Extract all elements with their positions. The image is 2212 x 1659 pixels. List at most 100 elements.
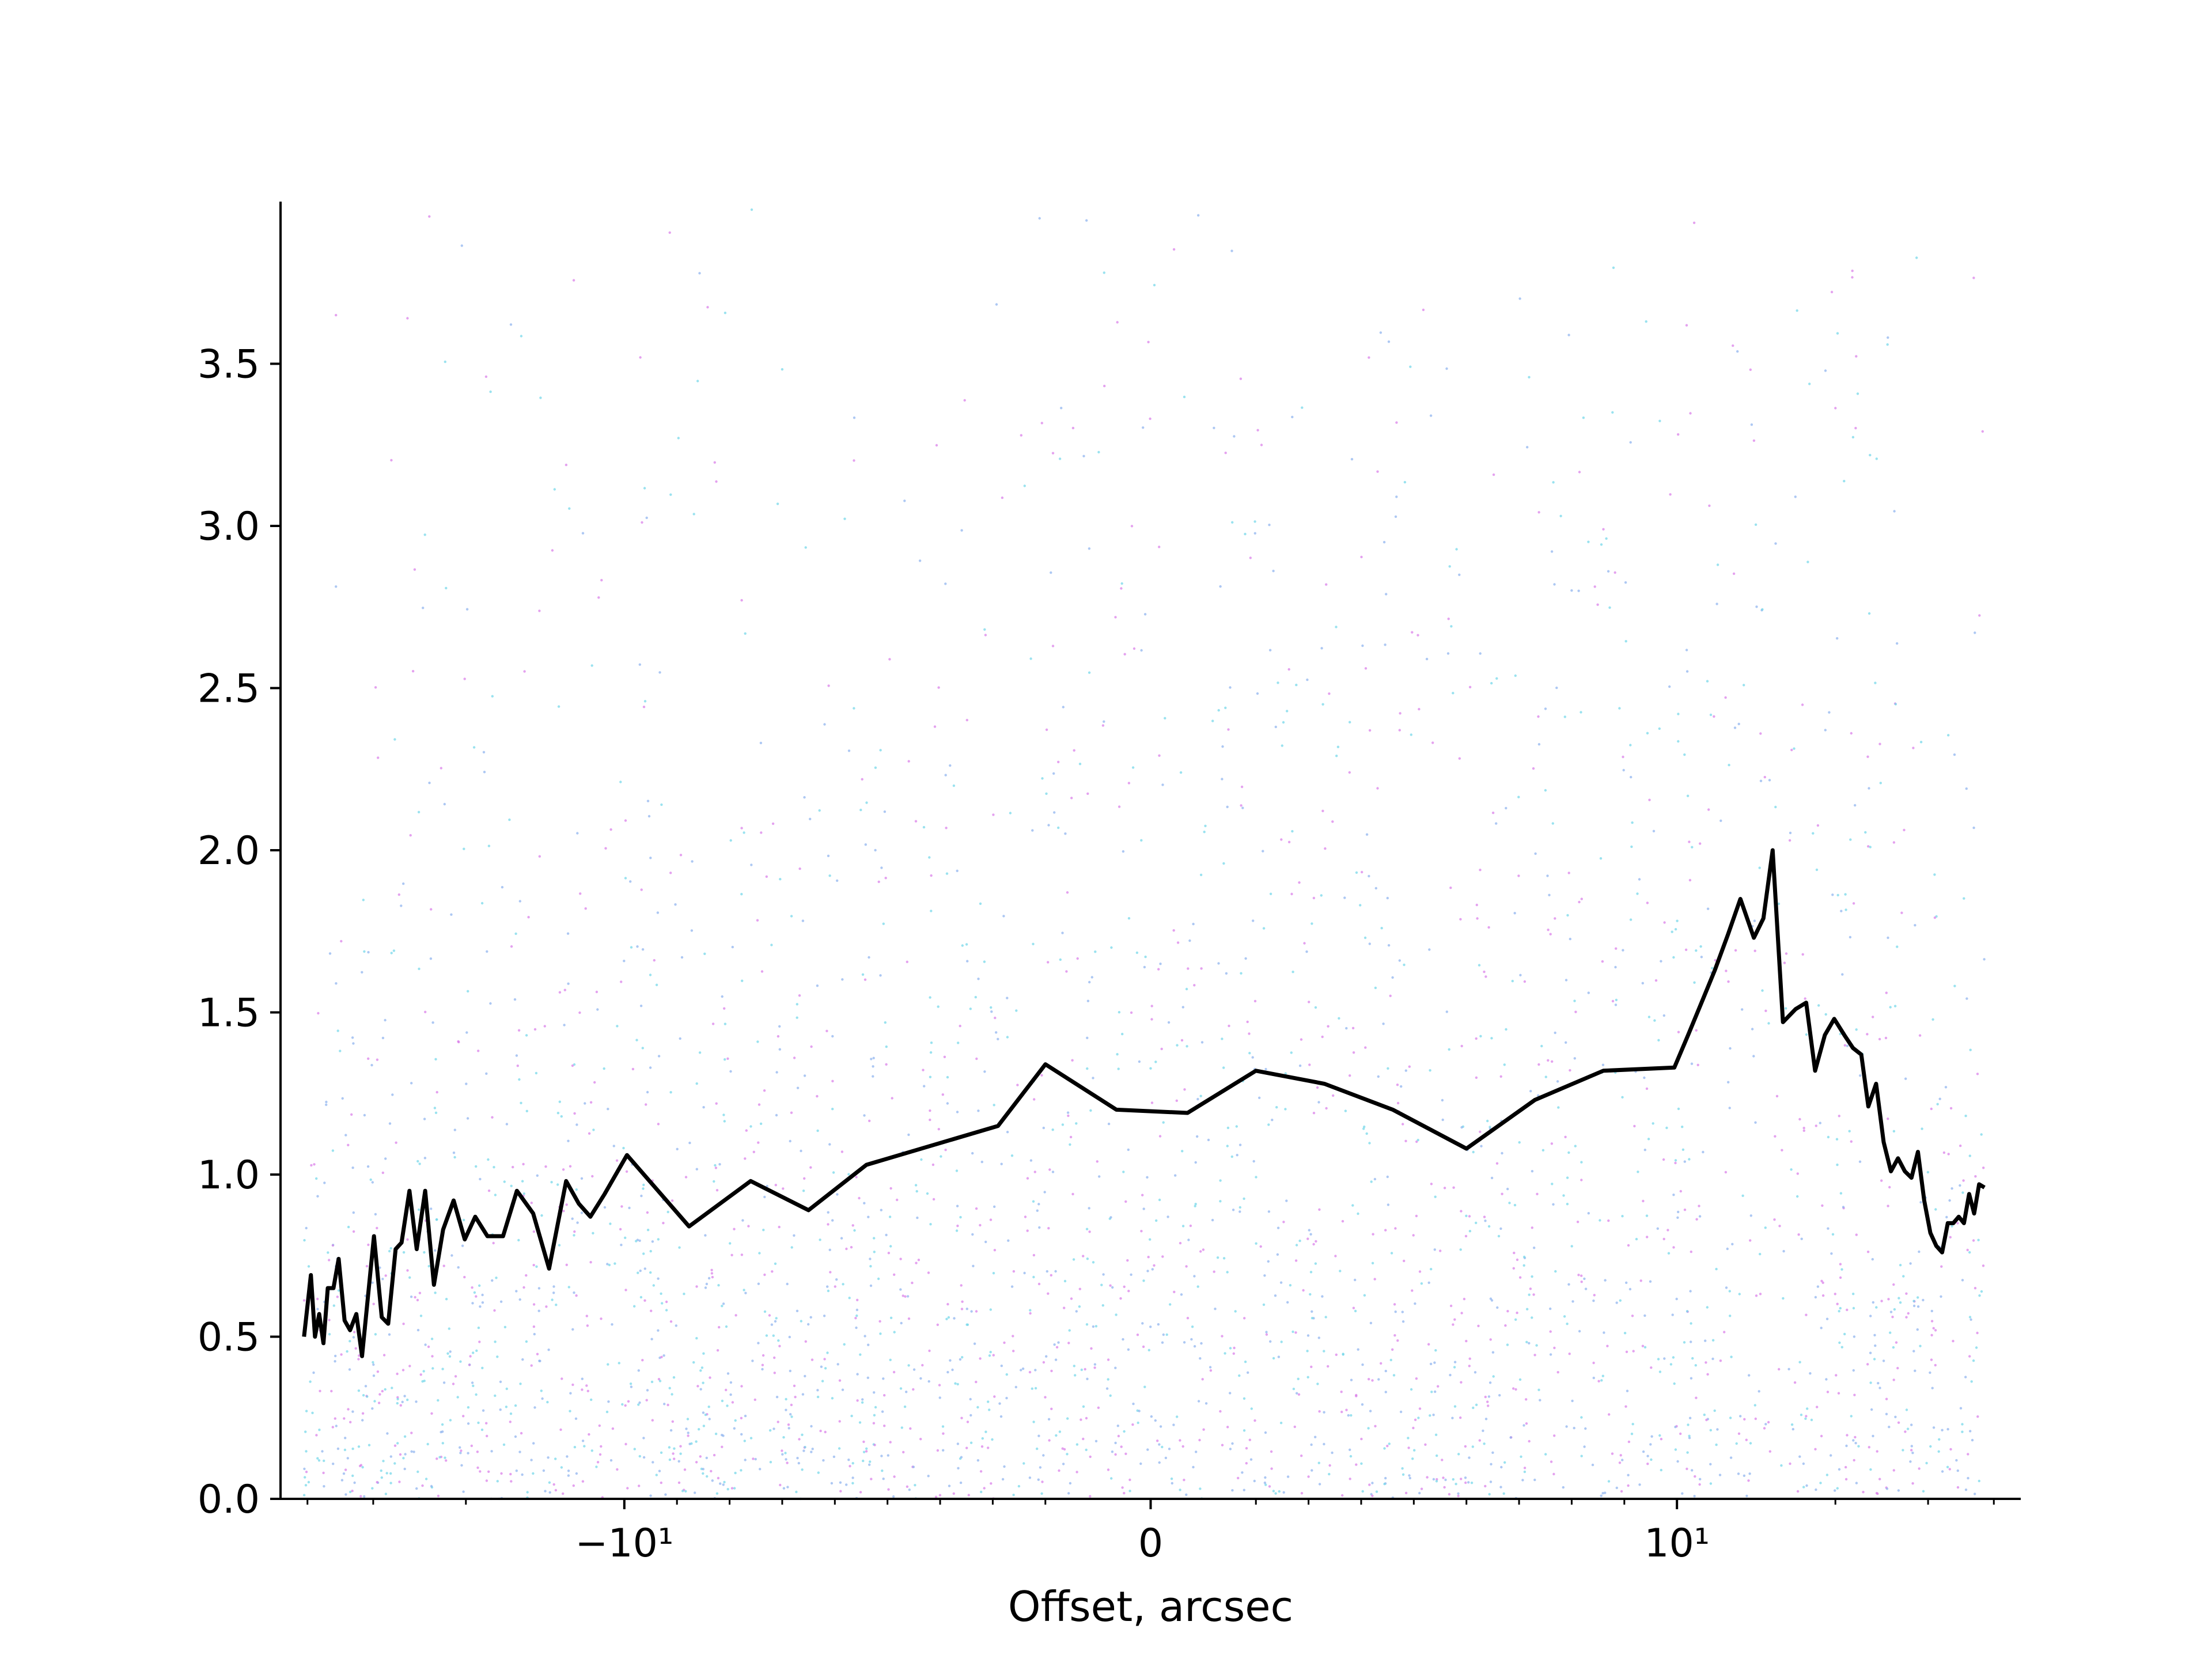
scatter-point xyxy=(829,1271,832,1274)
scatter-point xyxy=(467,1452,469,1455)
scatter-point xyxy=(515,1469,518,1472)
scatter-point xyxy=(1010,1285,1014,1288)
scatter-point xyxy=(1498,1394,1501,1397)
scatter-point xyxy=(907,760,910,763)
scatter-point xyxy=(1632,1350,1635,1353)
scatter-point xyxy=(1888,1185,1891,1189)
scatter-point xyxy=(551,549,554,552)
scatter-point xyxy=(859,1491,862,1494)
scatter-point xyxy=(1302,1289,1305,1292)
scatter-point xyxy=(1627,1440,1631,1444)
scatter-point xyxy=(479,1305,482,1308)
scatter-point xyxy=(1058,1469,1060,1472)
scatter-point xyxy=(431,1367,434,1370)
scatter-point xyxy=(315,1434,318,1437)
scatter-point xyxy=(687,1431,690,1434)
scatter-point xyxy=(740,1253,744,1256)
scatter-point xyxy=(1452,1186,1455,1189)
scatter-point xyxy=(873,1251,876,1253)
scatter-point xyxy=(1294,1331,1297,1334)
scatter-point xyxy=(1698,1483,1701,1486)
scatter-point xyxy=(676,1147,679,1151)
scatter-point xyxy=(1460,1312,1463,1315)
scatter-point xyxy=(1229,1392,1232,1395)
scatter-point xyxy=(494,1340,497,1343)
scatter-point xyxy=(1804,1417,1807,1420)
scatter-point xyxy=(984,1240,987,1244)
scatter-point xyxy=(779,878,782,881)
scatter-point xyxy=(713,461,717,464)
scatter-point xyxy=(1277,681,1279,684)
scatter-point xyxy=(1380,927,1383,930)
scatter-point xyxy=(427,1345,430,1349)
scatter-point xyxy=(1523,1467,1527,1469)
scatter-point xyxy=(1915,256,1918,259)
scatter-point xyxy=(1157,968,1160,971)
scatter-point xyxy=(1627,1244,1630,1247)
scatter-point xyxy=(344,1493,347,1496)
scatter-point xyxy=(1529,1090,1532,1093)
scatter-point xyxy=(389,1247,392,1250)
scatter-point xyxy=(1764,1009,1767,1013)
scatter-point xyxy=(989,1218,993,1221)
scatter-point xyxy=(941,1425,945,1428)
scatter-point xyxy=(1785,952,1788,955)
scatter-point xyxy=(1164,1456,1168,1460)
scatter-point xyxy=(1394,515,1397,518)
scatter-point xyxy=(391,1093,394,1096)
scatter-point xyxy=(638,1401,641,1404)
scatter-point xyxy=(1122,1171,1125,1173)
scatter-point xyxy=(710,1469,713,1473)
scatter-point xyxy=(481,1293,484,1297)
scatter-point xyxy=(1350,458,1354,461)
scatter-point xyxy=(1045,1355,1048,1358)
scatter-point xyxy=(418,1291,422,1294)
scatter-point xyxy=(1767,1421,1770,1424)
scatter-point xyxy=(1950,1187,1953,1190)
scatter-point xyxy=(956,1205,959,1207)
scatter-point xyxy=(1448,1493,1451,1496)
scatter-point xyxy=(1528,1440,1531,1443)
scatter-point xyxy=(340,940,343,943)
scatter-point xyxy=(929,1223,932,1226)
scatter-point xyxy=(1050,1274,1053,1277)
scatter-point xyxy=(1355,1463,1358,1466)
scatter-point xyxy=(1146,1448,1149,1451)
scatter-point xyxy=(1460,1210,1463,1213)
scatter-point xyxy=(1123,653,1126,656)
scatter-point xyxy=(415,1400,418,1403)
scatter-point xyxy=(402,1251,406,1254)
scatter-point xyxy=(1518,297,1521,300)
scatter-point xyxy=(1824,369,1827,372)
scatter-point xyxy=(731,1401,734,1404)
scatter-point xyxy=(1866,1363,1869,1366)
scatter-point xyxy=(1868,612,1871,615)
scatter-point xyxy=(671,1420,675,1423)
scatter-point xyxy=(753,1398,757,1402)
scatter-point xyxy=(790,1403,793,1407)
scatter-point xyxy=(790,1415,793,1418)
scatter-point xyxy=(1153,283,1156,287)
scatter-point xyxy=(1854,804,1857,807)
scatter-point xyxy=(1224,1352,1226,1355)
scatter-point xyxy=(1160,1047,1163,1051)
scatter-point xyxy=(1874,681,1877,684)
scatter-point xyxy=(1562,1486,1565,1489)
scatter-point xyxy=(556,1183,559,1186)
scatter-point xyxy=(1389,994,1392,998)
scatter-point xyxy=(1550,1142,1554,1145)
scatter-point xyxy=(1149,1067,1152,1070)
scatter-point xyxy=(1796,1195,1799,1198)
scatter-point xyxy=(1006,997,1009,999)
scatter-point xyxy=(430,1338,434,1340)
scatter-point xyxy=(1365,833,1369,836)
scatter-point xyxy=(798,867,801,870)
scatter-point xyxy=(312,1371,315,1374)
scatter-point xyxy=(695,1285,698,1288)
scatter-point xyxy=(518,900,521,903)
scatter-point xyxy=(1944,1086,1948,1089)
scatter-point xyxy=(1479,652,1482,655)
scatter-point xyxy=(1300,1492,1304,1495)
scatter-point xyxy=(660,803,663,806)
scatter-point xyxy=(1185,1045,1188,1048)
